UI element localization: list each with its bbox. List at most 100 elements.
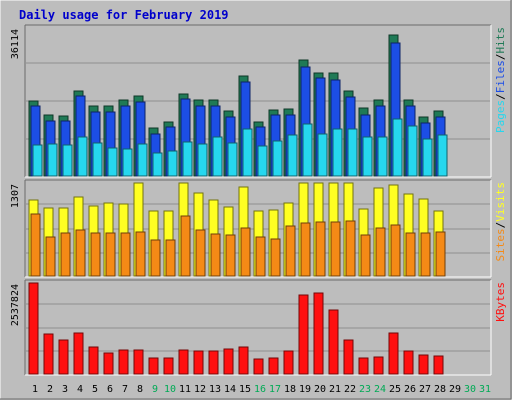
day-label-25: 25 <box>389 384 401 395</box>
series-sites <box>30 213 446 277</box>
bar-sites-day-undefined <box>240 227 251 277</box>
day-label-6: 6 <box>107 384 113 395</box>
svg-text:Sites/Visits: Sites/Visits <box>494 182 507 262</box>
bar-sites-day-undefined <box>225 234 236 277</box>
bar-sites-day-undefined <box>30 213 41 277</box>
legend-panel-1: Pages/Files/Hits <box>494 27 507 133</box>
bar-pages-day-4 <box>77 136 88 177</box>
bar-kbytes-day-undefined <box>103 352 114 375</box>
legend-panel-3: KBytes <box>494 282 507 322</box>
panel-2: 1307 Sites/Visits <box>10 179 507 278</box>
y-max-label: 36114 <box>10 29 21 59</box>
day-label-19: 19 <box>299 384 311 395</box>
bar-pages-day-22 <box>347 128 358 177</box>
bar-kbytes-day-undefined <box>328 309 339 375</box>
bar-kbytes-day-undefined <box>133 349 144 375</box>
bar-kbytes-day-undefined <box>343 339 354 375</box>
bar-pages-day-2 <box>47 143 58 177</box>
bar-sites-day-undefined <box>285 225 296 277</box>
bar-kbytes-day-undefined <box>433 355 444 375</box>
day-label-11: 11 <box>179 384 191 395</box>
bar-pages-day-6 <box>107 147 118 177</box>
bar-kbytes-day-undefined <box>388 332 399 375</box>
bar-pages-day-16 <box>257 145 268 177</box>
bar-pages-day-12 <box>197 143 208 177</box>
bar-pages-day-23 <box>362 136 373 177</box>
day-label-14: 14 <box>224 384 236 395</box>
legend-visits: Visits <box>494 182 507 222</box>
day-label-17: 17 <box>269 384 281 395</box>
bar-kbytes-day-undefined <box>163 357 174 375</box>
bar-kbytes-day-undefined <box>298 294 309 375</box>
bar-sites-day-undefined <box>105 232 116 277</box>
svg-text:Pages/Files/Hits: Pages/Files/Hits <box>494 27 507 133</box>
bar-pages-day-18 <box>287 134 298 177</box>
day-label-28: 28 <box>434 384 446 395</box>
day-label-20: 20 <box>314 384 326 395</box>
series-kbytes <box>28 282 444 375</box>
bar-pages-day-20 <box>317 133 328 177</box>
bar-kbytes-day-undefined <box>283 350 294 375</box>
series-pages <box>32 118 448 177</box>
bar-pages-day-5 <box>92 142 103 177</box>
chart-title: Daily usage for February 2019 <box>19 8 229 22</box>
bar-pages-day-19 <box>302 123 313 177</box>
bar-sites-day-undefined <box>135 231 146 277</box>
bar-kbytes-day-undefined <box>403 350 414 375</box>
svg-text:KBytes: KBytes <box>494 282 507 322</box>
bar-sites-day-undefined <box>180 215 191 277</box>
day-label-9: 9 <box>152 384 158 395</box>
day-label-1: 1 <box>32 384 38 395</box>
day-label-21: 21 <box>329 384 341 395</box>
day-label-15: 15 <box>239 384 251 395</box>
legend-pages: Pages <box>494 100 507 133</box>
bar-kbytes-day-undefined <box>223 348 234 375</box>
day-label-2: 2 <box>47 384 53 395</box>
bar-sites-day-undefined <box>75 229 86 277</box>
day-label-16: 16 <box>254 384 266 395</box>
day-label-4: 4 <box>77 384 83 395</box>
bar-pages-day-9 <box>152 152 163 177</box>
day-label-12: 12 <box>194 384 206 395</box>
day-label-30: 30 <box>464 384 476 395</box>
bar-sites-day-undefined <box>390 224 401 277</box>
bar-sites-day-undefined <box>90 232 101 277</box>
bar-pages-day-13 <box>212 136 223 177</box>
day-label-5: 5 <box>92 384 98 395</box>
bar-sites-day-undefined <box>45 236 56 277</box>
bar-sites-day-undefined <box>420 232 431 277</box>
bar-pages-day-8 <box>137 143 148 177</box>
bar-sites-day-undefined <box>345 220 356 277</box>
bar-pages-day-21 <box>332 128 343 177</box>
bar-sites-day-undefined <box>165 239 176 277</box>
bar-sites-day-undefined <box>315 221 326 277</box>
bar-sites-day-undefined <box>255 236 266 277</box>
bar-pages-day-28 <box>437 134 448 177</box>
bar-kbytes-day-undefined <box>43 333 54 375</box>
bar-kbytes-day-undefined <box>88 346 99 375</box>
day-label-31: 31 <box>479 384 491 395</box>
bar-kbytes-day-undefined <box>58 339 69 375</box>
bar-pages-day-3 <box>62 144 73 177</box>
legend-kbytes: KBytes <box>494 282 507 322</box>
bar-kbytes-day-undefined <box>238 346 249 375</box>
day-label-23: 23 <box>359 384 371 395</box>
bar-kbytes-day-undefined <box>373 356 384 375</box>
bar-kbytes-day-undefined <box>268 357 279 375</box>
bar-kbytes-day-undefined <box>208 350 219 375</box>
legend-separator: / <box>494 54 507 61</box>
bar-kbytes-day-undefined <box>418 354 429 375</box>
legend-sites: Sites <box>494 228 507 261</box>
day-label-13: 13 <box>209 384 221 395</box>
panel-3: 2537824 KBytes <box>10 279 507 376</box>
day-label-7: 7 <box>122 384 128 395</box>
bar-kbytes-day-undefined <box>118 349 129 375</box>
bar-kbytes-day-undefined <box>28 282 39 375</box>
bar-sites-day-undefined <box>210 233 221 277</box>
day-label-8: 8 <box>137 384 143 395</box>
bar-sites-day-undefined <box>300 222 311 277</box>
bar-pages-day-27 <box>422 138 433 177</box>
bar-sites-day-undefined <box>435 231 446 277</box>
